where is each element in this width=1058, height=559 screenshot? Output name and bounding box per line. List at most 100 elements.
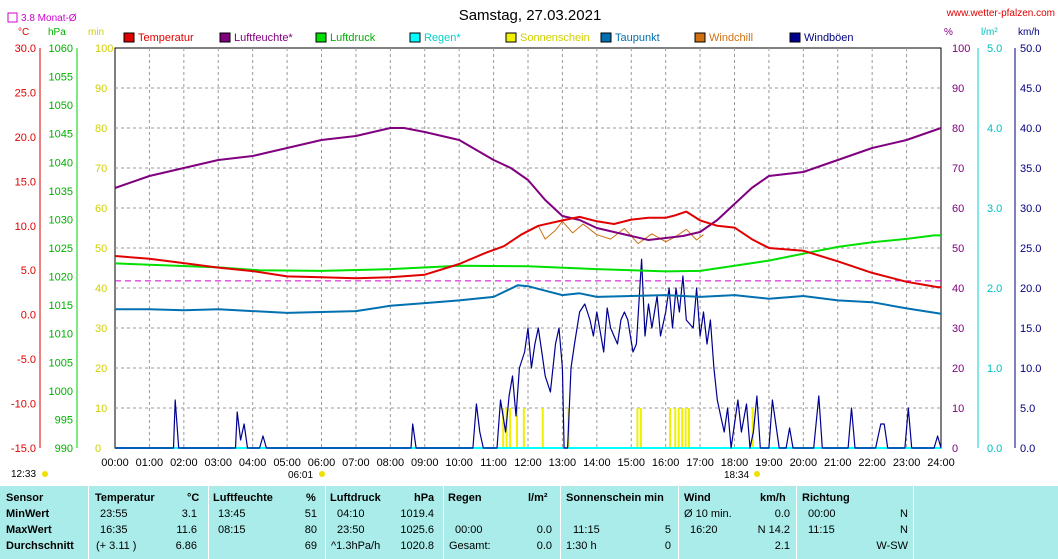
temp-tick-label: 15.0 — [15, 176, 36, 188]
pressure-tick-label: 1030 — [49, 214, 73, 226]
summary-header-row: Sensor Temperatur °C Luftfeuchte % Luftd… — [0, 492, 1058, 508]
percent-tick-label: 70 — [952, 163, 964, 175]
chart-title: Samstag, 27.03.2021 — [459, 7, 602, 24]
pressure-tick-label: 1015 — [49, 300, 73, 312]
rain-value: 0.0 — [536, 540, 552, 552]
minutes-tick-label: 10 — [95, 403, 107, 415]
percent-tick-label: 60 — [952, 203, 964, 215]
temp-tick-label: 0.0 — [21, 310, 36, 322]
temp-tick-label: -5.0 — [17, 354, 36, 366]
time-tick-label: 07:00 — [342, 457, 370, 469]
time-tick-label: 01:00 — [136, 457, 164, 469]
time-tick-label: 17:00 — [686, 457, 714, 469]
sensor-header: Sensor — [6, 492, 44, 504]
pressure-tick-label: 1055 — [49, 72, 73, 84]
sunshine-value: 5 — [664, 524, 671, 536]
pressure-time: 04:10 — [337, 508, 365, 520]
time-tick-label: 02:00 — [170, 457, 198, 469]
wind-unit-label: km/h — [1018, 27, 1040, 38]
temp-value: 3.1 — [181, 508, 197, 520]
time-tick-label: 21:00 — [824, 457, 852, 469]
time-tick-label: 03:00 — [204, 457, 232, 469]
minutes-tick-label: 60 — [95, 203, 107, 215]
legend-swatch-dewpoint — [600, 32, 612, 43]
sunshine-bar — [639, 408, 642, 448]
pressure-value: 1020.8 — [400, 540, 434, 552]
wind-tick-label: 0.0 — [1020, 443, 1035, 455]
pressure-value: 1025.6 — [400, 524, 434, 536]
pressure-unit-label: hPa — [48, 27, 66, 38]
pressure-tick-label: 1025 — [49, 243, 73, 255]
time-tick-label: 05:00 — [273, 457, 301, 469]
sunshine-bar — [674, 408, 677, 448]
pressure-tick-label: 1020 — [49, 272, 73, 284]
sunshine-bar — [541, 408, 544, 448]
direction-time: 11:15 — [808, 524, 835, 536]
row-label: MaxWert — [6, 524, 52, 536]
rain-tick-label: 2.0 — [987, 283, 1002, 295]
time-tick-label: 19:00 — [755, 457, 783, 469]
series-line-gusts — [115, 258, 942, 449]
sunshine-bar — [636, 408, 639, 448]
legend-label-dewpoint: Taupunkt — [615, 32, 660, 44]
time-tick-label: 18:00 — [721, 457, 749, 469]
sunshine-bar — [681, 408, 684, 448]
humidity-value: 80 — [304, 524, 317, 536]
temp-value: 6.86 — [175, 540, 197, 552]
wind-time: 16:20 — [690, 524, 718, 536]
humidity-value: 51 — [304, 508, 317, 520]
rain-header: Regen — [448, 492, 482, 504]
time-tick-label: 06:00 — [308, 457, 336, 469]
percent-tick-label: 90 — [952, 83, 964, 95]
legend-swatch-pressure — [315, 32, 327, 43]
series-line-dewpoint — [115, 284, 942, 315]
sunshine-bar — [669, 408, 672, 448]
rain-tick-label: 3.0 — [987, 203, 1002, 215]
pressure-tick-label: 1040 — [49, 157, 73, 169]
rain-tick-label: 5.0 — [987, 43, 1002, 55]
legend-label-windchill: Windchill — [709, 32, 753, 44]
time-tick-label: 16:00 — [652, 457, 680, 469]
time-tick-label: 22:00 — [858, 457, 886, 469]
wind-tick-label: 10.0 — [1020, 363, 1041, 375]
time-tick-label: 04:00 — [239, 457, 267, 469]
sunshine-bar — [688, 408, 691, 448]
wind-tick-label: 15.0 — [1020, 323, 1041, 335]
sunshine-value: 0 — [664, 540, 671, 552]
humidity-value: 69 — [304, 540, 317, 552]
monthly-average-legend-box — [7, 12, 18, 23]
wind-tick-label: 50.0 — [1020, 43, 1041, 55]
percent-tick-label: 10 — [952, 403, 964, 415]
wind-tick-label: 20.0 — [1020, 283, 1041, 295]
temperature-unit-header: °C — [187, 492, 200, 504]
legend-swatch-rain — [409, 32, 421, 43]
minutes-tick-label: 100 — [95, 43, 113, 55]
temp-time: 16:35 — [100, 524, 128, 536]
pressure-header: Luftdruck — [330, 492, 381, 504]
minutes-tick-label: 50 — [95, 243, 107, 255]
rain-tick-label: 4.0 — [987, 123, 1002, 135]
legend-label-gusts: Windböen — [804, 32, 854, 44]
sunshine-bar — [522, 408, 525, 448]
wind-tick-label: 5.0 — [1020, 403, 1035, 415]
direction-value: N — [900, 508, 908, 520]
summary-table: Sensor Temperatur °C Luftfeuchte % Luftd… — [0, 486, 1058, 559]
pressure-tick-label: 1050 — [49, 100, 73, 112]
time-tick-label: 23:00 — [893, 457, 921, 469]
legend-swatch-sunshine — [505, 32, 517, 43]
time-tick-label: 20:00 — [790, 457, 818, 469]
temp-tick-label: -10.0 — [11, 399, 36, 411]
wind-time: Ø 10 min. — [684, 508, 732, 520]
temp-tick-label: 5.0 — [21, 265, 36, 277]
sunshine-bar — [751, 408, 754, 448]
humidity-unit-header: % — [306, 492, 316, 504]
rain-unit-label: l/m² — [981, 27, 998, 38]
temp-time: 23:55 — [100, 508, 128, 520]
rain-tick-label: 0.0 — [987, 443, 1002, 455]
time-tick-label: 11:00 — [480, 457, 507, 469]
sunshine-bar — [677, 408, 680, 448]
pressure-time: 23:50 — [337, 524, 365, 536]
wind-tick-label: 30.0 — [1020, 203, 1041, 215]
wind-header: Wind — [684, 492, 711, 504]
direction-time: 00:00 — [808, 508, 836, 520]
